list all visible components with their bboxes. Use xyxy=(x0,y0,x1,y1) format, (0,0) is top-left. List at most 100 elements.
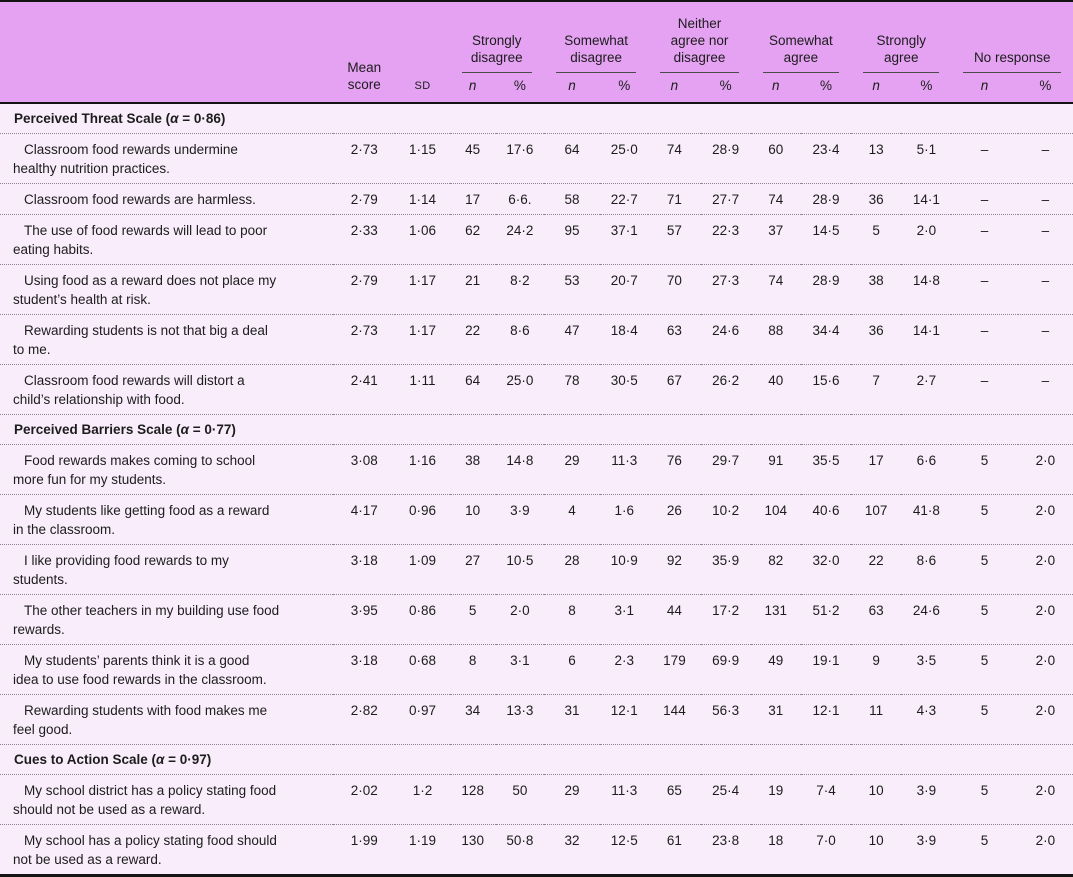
pct-subheader: % xyxy=(1039,78,1052,93)
value-cell: 14·8 xyxy=(912,273,940,288)
table-row: Using food as a reward does not place my… xyxy=(0,264,1073,315)
value-cell: 28 xyxy=(564,553,580,568)
value-cell: 14·5 xyxy=(812,223,840,238)
value-cell: 5 xyxy=(980,553,989,568)
value-cell: – xyxy=(1041,273,1050,288)
value-cell: 13 xyxy=(868,142,884,157)
value-cell: 1·17 xyxy=(409,273,437,288)
value-cell: 3·1 xyxy=(614,603,634,618)
value-cell: 24·6 xyxy=(712,323,740,338)
value-cell: 2·0 xyxy=(1035,783,1056,798)
value-cell: 28·9 xyxy=(712,142,740,157)
value-cell: 2·7 xyxy=(916,373,937,388)
pct-subheader: % xyxy=(719,78,732,93)
value-cell: 22 xyxy=(868,553,884,568)
value-cell: 7 xyxy=(872,373,880,388)
value-cell: 2·0 xyxy=(916,223,937,238)
n-subheader: n xyxy=(980,78,989,93)
value-cell: 88 xyxy=(768,323,784,338)
value-cell: 26 xyxy=(666,503,682,518)
value-cell: 35·5 xyxy=(812,453,840,468)
value-cell: 3·5 xyxy=(916,653,937,668)
item-cell: Rewarding students with food makes me fe… xyxy=(13,703,268,737)
item-cell: Classroom food rewards are harmless. xyxy=(24,192,256,207)
value-cell: 8·6 xyxy=(510,323,530,338)
value-cell: 27·3 xyxy=(712,273,740,288)
table-row: My school has a policy stating food shou… xyxy=(0,824,1073,876)
section-header-row: Perceived Barriers Scale (α = 0·77) xyxy=(0,414,1073,445)
value-cell: 40 xyxy=(768,373,784,388)
value-cell: 128 xyxy=(461,783,484,798)
value-cell: 5 xyxy=(980,603,989,618)
value-cell: 61 xyxy=(666,833,682,848)
value-cell: 74 xyxy=(768,192,784,207)
value-cell: 2·0 xyxy=(1035,553,1056,568)
value-cell: 5 xyxy=(980,703,989,718)
value-cell: 4·17 xyxy=(350,503,378,518)
value-cell: 60 xyxy=(768,142,784,157)
item-cell: My school district has a policy stating … xyxy=(13,783,277,817)
group-header-somewhat-disagree: Somewhat disagree xyxy=(544,1,648,74)
value-cell: 5 xyxy=(980,783,989,798)
value-cell: – xyxy=(1041,142,1050,157)
table-row: The use of food rewards will lead to poo… xyxy=(0,214,1073,265)
section-header-row: Cues to Action Scale (α = 0·97) xyxy=(0,744,1073,775)
value-cell: 10·5 xyxy=(506,553,534,568)
value-cell: 1·15 xyxy=(409,142,437,157)
section-title: Cues to Action Scale (α = 0·97) xyxy=(14,752,212,767)
value-cell: 22·7 xyxy=(610,192,638,207)
value-cell: 47 xyxy=(564,323,580,338)
value-cell: 10·9 xyxy=(610,553,638,568)
value-cell: 5 xyxy=(980,453,989,468)
value-cell: 23·4 xyxy=(812,142,840,157)
value-cell: 20·7 xyxy=(610,273,638,288)
value-cell: 76 xyxy=(666,453,682,468)
pct-subheader: % xyxy=(513,78,526,93)
value-cell: 44 xyxy=(666,603,682,618)
value-cell: 29 xyxy=(564,783,580,798)
value-cell: 32·0 xyxy=(812,553,840,568)
value-cell: 25·0 xyxy=(506,373,534,388)
value-cell: 1·11 xyxy=(409,373,436,388)
value-cell: 71 xyxy=(666,192,682,207)
value-cell: 3·95 xyxy=(350,603,378,618)
value-cell: 18·4 xyxy=(610,323,638,338)
table-row: I like providing food rewards to my stud… xyxy=(0,544,1073,595)
item-column-header xyxy=(0,1,333,103)
value-cell: 74 xyxy=(666,142,682,157)
value-cell: 0·68 xyxy=(409,653,437,668)
value-cell: 34 xyxy=(465,703,481,718)
value-cell: 31 xyxy=(564,703,580,718)
value-cell: 1·06 xyxy=(409,223,437,238)
mean-score-column-header: Mean score xyxy=(347,60,382,92)
table-header: Mean score SD Strongly disagree Somewhat… xyxy=(0,1,1073,103)
value-cell: – xyxy=(980,273,989,288)
value-cell: 19 xyxy=(768,783,784,798)
value-cell: 91 xyxy=(768,453,784,468)
value-cell: 32 xyxy=(564,833,580,848)
value-cell: 5 xyxy=(980,503,989,518)
value-cell: 131 xyxy=(764,603,788,618)
item-cell: The use of food rewards will lead to poo… xyxy=(13,223,268,257)
value-cell: 10 xyxy=(465,503,481,518)
value-cell: 36 xyxy=(868,323,884,338)
value-cell: 64 xyxy=(465,373,481,388)
n-subheader: n xyxy=(468,78,477,93)
value-cell: 23·8 xyxy=(712,833,740,848)
section-title: Perceived Barriers Scale (α = 0·77) xyxy=(14,422,236,437)
value-cell: 2·73 xyxy=(350,323,378,338)
value-cell: 3·18 xyxy=(350,553,378,568)
value-cell: 2·02 xyxy=(350,783,378,798)
value-cell: 2·0 xyxy=(1035,703,1056,718)
item-cell: Food rewards makes coming to school more… xyxy=(13,453,256,487)
value-cell: 0·97 xyxy=(409,703,437,718)
group-header-strongly-disagree: Strongly disagree xyxy=(450,1,544,74)
value-cell: 27 xyxy=(465,553,481,568)
value-cell: 12·1 xyxy=(610,703,638,718)
value-cell: 67 xyxy=(666,373,682,388)
value-cell: 69·9 xyxy=(712,653,740,668)
value-cell: 0·96 xyxy=(409,503,437,518)
value-cell: 6·6. xyxy=(508,192,532,207)
value-cell: 28·9 xyxy=(812,273,840,288)
item-cell: My students’ parents think it is a good … xyxy=(13,653,267,687)
